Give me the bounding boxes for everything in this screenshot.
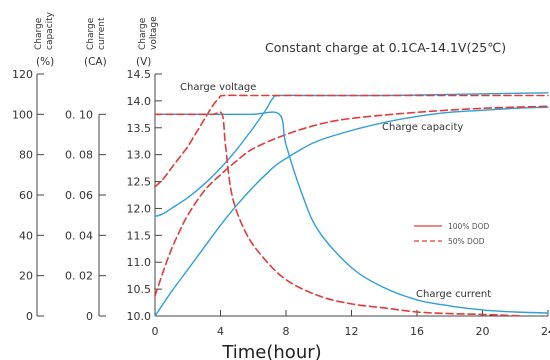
annotation-charge-capacity: Charge capacity: [382, 122, 463, 133]
voltage-tick-label: 10.5: [127, 283, 152, 296]
capacity-axis-head-line2: capacity: [45, 11, 55, 50]
legend-label-100-dod: 100% DOD: [448, 222, 490, 231]
chart-title: Constant charge at 0.1CA-14.1V(25℃): [265, 40, 506, 55]
current-tick-label: 0. 04: [65, 229, 93, 242]
capacity-axis-unit: (%): [36, 56, 54, 68]
x-tick-label: 16: [410, 325, 424, 338]
annotation-charge-current: Charge current: [416, 289, 491, 300]
x-tick-label: 12: [345, 325, 359, 338]
capacity-tick-label: 120: [12, 68, 33, 81]
current-axis-head-line1: Charge: [86, 17, 96, 50]
voltage-axis-head-line1: Charge: [138, 17, 148, 50]
x-axis-title: Time(hour): [221, 342, 321, 360]
x-tick-label: 20: [476, 325, 490, 338]
voltage-tick-label: 12.5: [127, 176, 152, 189]
legend: 100% DOD 50% DOD: [414, 222, 490, 246]
voltage-tick-label: 13.0: [127, 149, 152, 162]
series-charge-voltage-50-dod-line: [154, 94, 549, 188]
voltage-tick-label: 14.0: [127, 95, 152, 108]
current-tick-label: 0. 06: [65, 189, 93, 202]
capacity-axis-head-line1: Charge: [34, 17, 44, 50]
capacity-tick-label: 80: [19, 149, 33, 162]
series-charge-capacity-50-dod-line: [154, 105, 549, 297]
voltage-tick-label: 11.0: [127, 256, 152, 269]
capacity-tick-label: 0: [26, 310, 33, 323]
capacity-tick-label: 40: [19, 229, 33, 242]
capacity-tick-label: 60: [19, 189, 33, 202]
voltage-tick-label: 12.0: [127, 202, 152, 215]
capacity-tick-label: 100: [12, 108, 33, 121]
current-axis-head-line2: current: [97, 17, 107, 50]
x-tick-label: 4: [217, 325, 224, 338]
current-tick-label: 0: [86, 310, 93, 323]
current-tick-label: 0. 02: [65, 270, 93, 283]
annotation-charge-voltage: Charge voltage: [180, 82, 256, 93]
voltage-tick-label: 10.0: [127, 310, 152, 323]
voltage-axis-unit: (V): [136, 56, 151, 68]
series-charge-current-50-dod-line: [154, 111, 525, 317]
series-charge-voltage-100-dod-line: [154, 92, 549, 218]
voltage-tick-label: 13.5: [127, 122, 152, 135]
voltage-axis-head-line2: voltage: [149, 16, 159, 50]
current-axis-unit: (CA): [84, 56, 107, 68]
series-charge-current-100-dod-line: [154, 111, 549, 314]
series-charge-capacity-100-dod-line: [154, 106, 549, 317]
current-tick-label: 0. 08: [65, 149, 93, 162]
voltage-tick-label: 11.5: [127, 229, 152, 242]
series-layer: [154, 92, 549, 317]
current-tick-label: 0. 10: [65, 108, 93, 121]
legend-label-50-dod: 50% DOD: [448, 237, 485, 246]
x-tick-label: 8: [283, 325, 290, 338]
x-tick-label: 24: [541, 325, 550, 338]
capacity-tick-label: 20: [19, 270, 33, 283]
x-tick-label: 0: [152, 325, 159, 338]
voltage-tick-label: 14.5: [127, 68, 152, 81]
